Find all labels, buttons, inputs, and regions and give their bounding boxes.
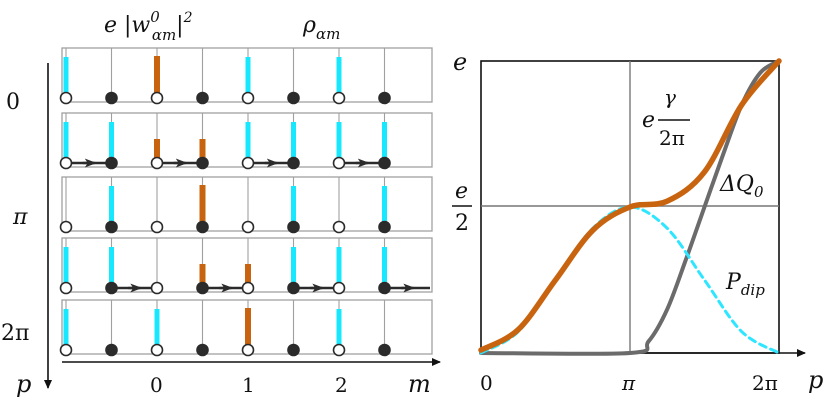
site-filled	[196, 220, 209, 234]
label-gamma-den: 2π	[659, 126, 685, 150]
site-open	[241, 156, 255, 170]
site-filled	[196, 343, 209, 357]
y-tick-2pi: 2π	[1, 321, 29, 346]
site-open	[59, 91, 73, 105]
x-axis-label: m	[408, 370, 431, 398]
chart: e e 2 0 π 2π p e γ 2π ΔQ0 Pdip	[452, 48, 823, 395]
row-2	[59, 176, 433, 234]
label-dq0: ΔQ0	[719, 172, 764, 201]
site-open	[332, 91, 346, 105]
row-3	[59, 237, 433, 295]
site-filled	[378, 156, 391, 170]
rows-group	[59, 47, 433, 357]
x-tick-0: 0	[150, 373, 163, 397]
site-open	[241, 220, 255, 234]
title-right: ραm	[302, 13, 340, 43]
site-filled	[105, 281, 118, 295]
site-open	[241, 343, 255, 357]
site-open	[332, 156, 346, 170]
site-filled	[287, 281, 300, 295]
x-tick-1: 1	[242, 373, 255, 397]
site-filled	[378, 281, 391, 295]
site-filled	[287, 156, 300, 170]
chart-x-tick-0: 0	[480, 371, 493, 395]
site-open	[241, 281, 255, 295]
site-open	[59, 156, 73, 170]
chart-x-label: p	[808, 366, 823, 394]
site-filled	[196, 156, 209, 170]
chart-y-tick-e: e	[453, 48, 467, 76]
site-filled	[105, 220, 118, 234]
site-filled	[287, 220, 300, 234]
site-filled	[287, 343, 300, 357]
site-open	[59, 343, 73, 357]
series-solid-gray	[479, 59, 781, 356]
site-open	[150, 156, 164, 170]
chart-x-tick-pi: π	[621, 371, 636, 395]
site-filled	[378, 220, 391, 234]
y-axis-label: p	[16, 370, 31, 398]
row-0	[59, 47, 433, 105]
site-open	[150, 220, 164, 234]
site-filled	[105, 156, 118, 170]
title-left: e |w0 αm|2	[104, 8, 193, 44]
x-tick-2: 2	[335, 373, 348, 397]
site-open	[332, 281, 346, 295]
site-open	[332, 343, 346, 357]
label-gamma-num: γ	[664, 85, 676, 109]
site-open	[332, 220, 346, 234]
y-half-numerator: e	[455, 179, 468, 204]
row-1	[59, 112, 433, 170]
y-half-denominator: 2	[455, 211, 469, 236]
site-open	[150, 281, 164, 295]
label-gamma-e: e	[642, 108, 655, 133]
site-open	[150, 91, 164, 105]
y-tick-0: 0	[6, 90, 20, 115]
site-filled	[378, 91, 391, 105]
chart-x-tick-2pi: 2π	[752, 371, 778, 395]
site-filled	[105, 91, 118, 105]
series-layer	[478, 58, 782, 356]
left-panel: e |w0 αm|2 ραm 0 π 2π p 0 1 2 m	[1, 8, 441, 398]
series-solid-orange	[478, 58, 782, 353]
site-open	[59, 220, 73, 234]
y-tick-pi: π	[12, 205, 28, 230]
site-filled	[287, 91, 300, 105]
site-open	[241, 91, 255, 105]
site-open	[150, 343, 164, 357]
label-pdip: Pdip	[725, 270, 765, 299]
site-filled	[378, 343, 391, 357]
site-filled	[196, 281, 209, 295]
row-4	[59, 299, 433, 357]
site-filled	[105, 343, 118, 357]
site-open	[59, 281, 73, 295]
chart-y-tick-half: e 2	[452, 179, 472, 236]
label-gamma: e γ 2π	[642, 85, 690, 150]
site-filled	[196, 91, 209, 105]
